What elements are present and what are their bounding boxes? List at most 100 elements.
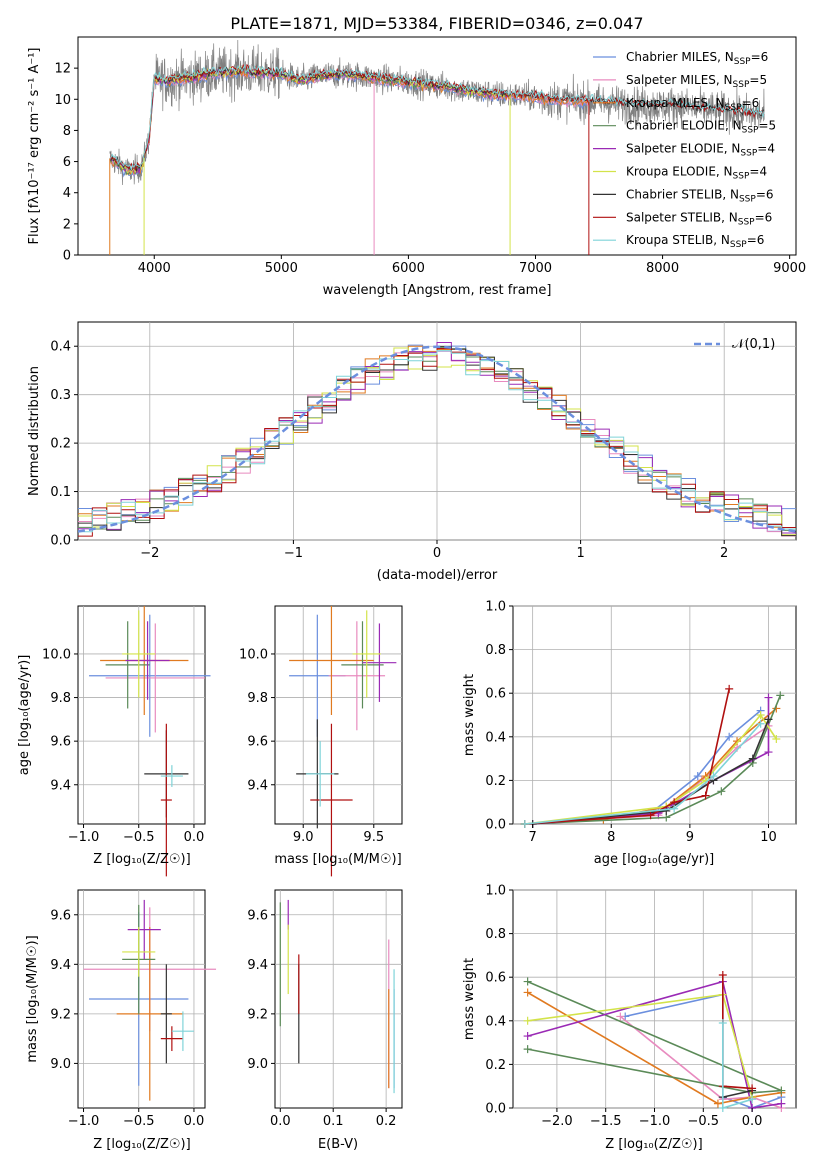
weight-marker: [693, 772, 702, 781]
histogram-series: [78, 347, 796, 537]
y-tick-label: 9.6: [50, 908, 71, 923]
y-tick-label: 9.4: [50, 778, 71, 793]
x-tick-label: 0.2: [376, 1114, 397, 1129]
legend-label: Salpeter ELODIE, NSSP=4: [626, 142, 775, 159]
y-tick-label: 1.0: [485, 884, 506, 899]
weight-marker: [717, 787, 726, 796]
spectrum-title: PLATE=1871, MJD=53384, FIBERID=0346, z=0…: [230, 14, 643, 33]
weight-line: [532, 697, 770, 825]
age-vs-Z-xlabel: Z [log₁₀(Z/Z☉)]: [93, 852, 190, 867]
age-vs-Z-grid: [78, 606, 205, 824]
mass-weight-vs-age-xlabel: age [log₁₀(age/yr)]: [594, 852, 715, 867]
weight-marker: [523, 988, 532, 997]
x-tick-label: −0.5: [123, 1114, 155, 1129]
mass-weight-vs-Z-ticks: −2.0 −1.5 −1.0 −0.5 0.0 0.0 0.2 0.4 0.6 0.8 1.0: [485, 884, 762, 1130]
x-tick-label: −2: [140, 546, 159, 561]
weight-marker: [662, 806, 671, 815]
x-tick-label: 0: [433, 546, 441, 561]
y-tick-label: 0.2: [485, 774, 506, 789]
age-vs-mass-panel: 9.0 9.5 9.4 9.6 9.8 10.0 mass [log₁₀(M/M☉)]: [239, 605, 403, 877]
weight-line: [619, 1015, 782, 1109]
y-tick-label: 0.6: [485, 971, 506, 986]
y-tick-label: 10.0: [239, 647, 268, 662]
legend-label: Chabrier STELIB, NSSP=6: [626, 187, 774, 204]
y-tick-label: 0.8: [485, 927, 506, 942]
mass-weight-vs-Z-grid: [513, 889, 796, 1109]
y-tick-label: 9.4: [50, 958, 71, 973]
x-tick-label: 7: [529, 830, 537, 845]
y-tick-label: 6: [63, 155, 71, 170]
x-tick-label: 0.1: [323, 1114, 344, 1129]
x-tick-label: 1: [576, 546, 584, 561]
legend-label: 𝒩(0,1): [732, 337, 775, 352]
legend-label: Chabrier ELODIE, NSSP=5: [626, 119, 776, 136]
weight-line: [527, 991, 782, 1105]
mass-weight-vs-age-grid: [513, 605, 796, 825]
weight-marker: [756, 711, 765, 719]
x-tick-label: 0.0: [742, 1114, 763, 1129]
age-vs-Z-ylabel: age [log₁₀(age/yr)]: [17, 655, 32, 776]
y-tick-label: 0.0: [485, 1102, 506, 1117]
mass-weight-vs-age-ylabel: mass weight: [462, 674, 477, 756]
y-tick-label: 8: [63, 124, 71, 139]
weight-marker: [764, 693, 773, 702]
y-tick-label: 9.4: [247, 778, 268, 793]
legend-label: Salpeter MILES, NSSP=5: [626, 73, 767, 90]
weight-marker: [520, 820, 529, 828]
weight-marker: [748, 754, 757, 763]
y-tick-label: 0.2: [50, 437, 71, 452]
spectrum-panel: PLATE=1871, MJD=53384, FIBERID=0346, z=0…: [27, 14, 806, 298]
mass-weight-vs-Z-ylabel: mass weight: [462, 958, 477, 1040]
x-tick-label: −1.0: [639, 1114, 671, 1129]
y-tick-label: 9.6: [50, 735, 71, 750]
weight-marker: [777, 1086, 786, 1095]
age-vs-mass-grid: [275, 606, 402, 824]
weight-marker: [646, 811, 655, 820]
x-tick-label: 0.0: [184, 1114, 205, 1129]
histogram-xlabel: (data-model)/error: [377, 568, 498, 583]
y-tick-label: 0.1: [50, 485, 71, 500]
age-vs-Z-frame: [77, 605, 206, 825]
weight-marker: [764, 715, 773, 724]
y-tick-label: 9.6: [247, 735, 268, 750]
y-tick-label: 0.2: [485, 1058, 506, 1073]
y-tick-label: 9.6: [247, 908, 268, 923]
y-tick-label: 9.0: [50, 1057, 71, 1072]
y-tick-label: 9.2: [247, 1007, 268, 1022]
y-tick-label: 9.4: [247, 958, 268, 973]
mass-vs-EBV-frame: [274, 889, 403, 1109]
y-tick-label: 9.2: [50, 1007, 71, 1022]
weight-line: [524, 713, 777, 825]
y-tick-label: 0.0: [50, 534, 71, 549]
age-vs-mass-ticks: 9.0 9.5 9.4 9.6 9.8 10.0: [239, 647, 384, 845]
weight-marker: [718, 1104, 727, 1112]
spectrum-ylabel: Flux [fλ10⁻¹⁷ erg cm⁻² s⁻¹ A⁻¹]: [27, 48, 42, 245]
legend-label: Salpeter STELIB, NSSP=6: [626, 210, 772, 227]
weight-marker: [709, 772, 718, 781]
y-tick-label: 9.0: [247, 1057, 268, 1072]
weight-marker: [756, 719, 765, 728]
weight-marker: [748, 1095, 757, 1104]
histogram-panel: −2 −1 0 1 2 0.0 0.1 0.2 0.3 0.4 𝒩(0,1) (data-mode…: [27, 321, 797, 583]
x-tick-label: 4000: [138, 261, 171, 276]
y-tick-label: 0.0: [485, 818, 506, 833]
mass-weight-vs-Z-xlabel: Z [log₁₀(Z/Z☉)]: [605, 1137, 702, 1152]
weight-marker: [713, 1099, 722, 1108]
mass-weight-vs-age-marks: [520, 684, 785, 828]
y-tick-label: 0.4: [50, 340, 71, 355]
weight-marker: [718, 1018, 727, 1027]
x-tick-label: −1: [284, 546, 303, 561]
x-tick-label: 9.0: [293, 830, 314, 845]
x-tick-label: 6000: [392, 261, 425, 276]
legend-label: Chabrier MILES, NSSP=6: [626, 50, 768, 67]
weight-marker: [725, 684, 734, 693]
x-tick-label: 7000: [519, 261, 552, 276]
y-tick-label: 9.8: [50, 691, 71, 706]
weight-marker: [748, 1084, 757, 1093]
spectrum-legend: Chabrier MILES, NSSP=6 Salpeter MILES, NS…: [593, 50, 776, 250]
age-vs-mass-frame: [274, 605, 403, 825]
mass-weight-vs-Z-panel: −2.0 −1.5 −1.0 −0.5 0.0 0.0 0.2 0.4 0.6 0.8 1.0 Z …: [462, 884, 797, 1152]
x-tick-label: −2.0: [541, 1114, 573, 1129]
histogram-ticks: −2 −1 0 1 2 0.0 0.1 0.2 0.3 0.4: [50, 340, 728, 561]
spectrum-model-line: [109, 64, 765, 171]
